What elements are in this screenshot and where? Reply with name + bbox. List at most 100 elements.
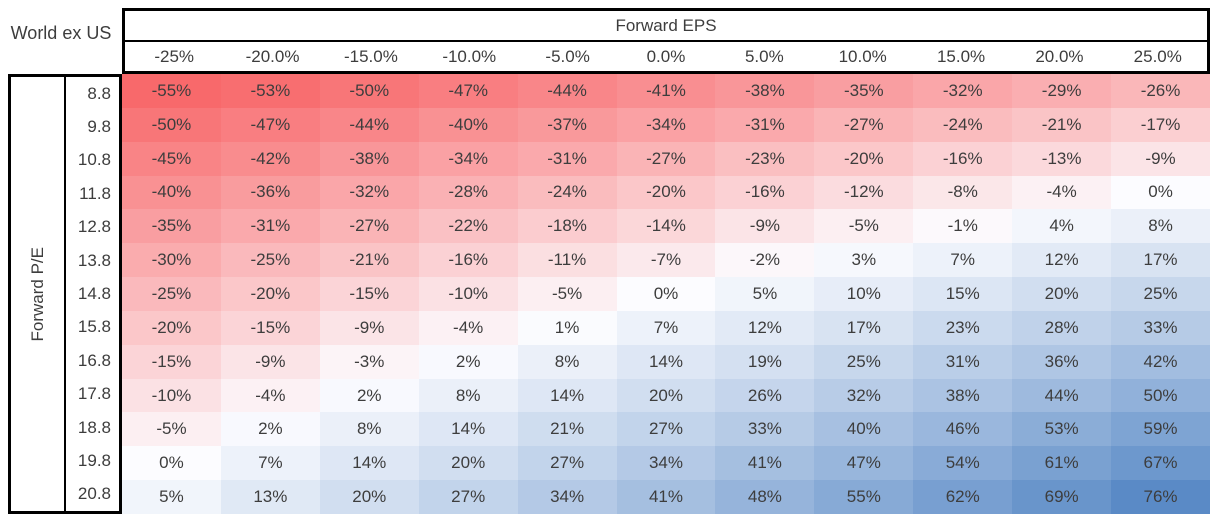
heatmap-cell-r11-c8[interactable]: 54% (913, 446, 1013, 481)
heatmap-cell-r9-c4[interactable]: 14% (517, 378, 617, 413)
heatmap-cell-r12-c3[interactable]: 27% (418, 480, 518, 514)
heatmap-cell-r5-c2[interactable]: -21% (319, 243, 419, 278)
heatmap-cell-r10-c10[interactable]: 59% (1111, 412, 1210, 447)
column-header-9[interactable]: 20.0% (1035, 46, 1084, 66)
heatmap-cell-r11-c3[interactable]: 20% (418, 446, 518, 481)
heatmap-cell-r6-c7[interactable]: 10% (814, 277, 914, 311)
heatmap-cell-r9-c7[interactable]: 32% (814, 378, 914, 413)
heatmap-cell-r11-c4[interactable]: 27% (517, 446, 617, 481)
heatmap-cell-r10-c7[interactable]: 40% (814, 412, 914, 447)
heatmap-cell-r5-c1[interactable]: -25% (220, 243, 320, 278)
heatmap-cell-r0-c6[interactable]: -38% (715, 74, 815, 108)
heatmap-cell-r9-c6[interactable]: 26% (715, 378, 815, 413)
heatmap-cell-r2-c10[interactable]: -9% (1111, 141, 1210, 176)
heatmap-cell-r3-c9[interactable]: -4% (1012, 175, 1112, 210)
heatmap-cell-r8-c7[interactable]: 25% (814, 344, 914, 379)
heatmap-cell-r1-c7[interactable]: -27% (814, 107, 914, 142)
column-header-6[interactable]: 5.0% (744, 46, 784, 66)
heatmap-cell-r0-c8[interactable]: -32% (913, 74, 1013, 108)
heatmap-cell-r11-c5[interactable]: 34% (616, 446, 716, 481)
heatmap-cell-r4-c1[interactable]: -31% (220, 209, 320, 244)
heatmap-cell-r8-c8[interactable]: 31% (913, 344, 1013, 379)
column-header-5[interactable]: 0.0% (646, 46, 686, 66)
heatmap-cell-r3-c5[interactable]: -20% (616, 175, 716, 210)
heatmap-cell-r12-c6[interactable]: 48% (715, 480, 815, 514)
heatmap-cell-r4-c6[interactable]: -9% (715, 209, 815, 244)
heatmap-cell-r2-c8[interactable]: -16% (913, 141, 1013, 176)
heatmap-cell-r0-c4[interactable]: -44% (517, 74, 617, 108)
heatmap-cell-r2-c4[interactable]: -31% (517, 141, 617, 176)
heatmap-cell-r11-c1[interactable]: 7% (220, 446, 320, 481)
heatmap-cell-r5-c7[interactable]: 3% (814, 243, 914, 278)
heatmap-cell-r2-c0[interactable]: -45% (122, 141, 221, 176)
heatmap-cell-r1-c10[interactable]: -17% (1111, 107, 1210, 142)
row-header-9[interactable]: 17.8 (77, 384, 111, 404)
heatmap-cell-r7-c3[interactable]: -4% (418, 310, 518, 345)
heatmap-cell-r11-c7[interactable]: 47% (814, 446, 914, 481)
row-header-11[interactable]: 19.8 (77, 450, 111, 470)
row-header-0[interactable]: 8.8 (87, 83, 111, 103)
heatmap-cell-r7-c8[interactable]: 23% (913, 310, 1013, 345)
heatmap-cell-r6-c3[interactable]: -10% (418, 277, 518, 311)
heatmap-cell-r8-c0[interactable]: -15% (122, 344, 221, 379)
heatmap-cell-r1-c6[interactable]: -31% (715, 107, 815, 142)
heatmap-cell-r10-c6[interactable]: 33% (715, 412, 815, 447)
column-header-1[interactable]: -20.0% (245, 46, 300, 66)
heatmap-cell-r7-c6[interactable]: 12% (715, 310, 815, 345)
column-header-3[interactable]: -10.0% (442, 46, 497, 66)
heatmap-cell-r3-c7[interactable]: -12% (814, 175, 914, 210)
heatmap-cell-r9-c2[interactable]: 2% (319, 378, 419, 413)
row-header-3[interactable]: 11.8 (79, 183, 111, 203)
heatmap-cell-r12-c4[interactable]: 34% (517, 480, 617, 514)
heatmap-cell-r8-c2[interactable]: -3% (319, 344, 419, 379)
heatmap-cell-r11-c0[interactable]: 0% (122, 446, 221, 481)
heatmap-cell-r8-c1[interactable]: -9% (220, 344, 320, 379)
heatmap-cell-r4-c7[interactable]: -5% (814, 209, 914, 244)
heatmap-cell-r12-c10[interactable]: 76% (1111, 480, 1210, 514)
heatmap-cell-r0-c2[interactable]: -50% (319, 74, 419, 108)
heatmap-cell-r3-c4[interactable]: -24% (517, 175, 617, 210)
heatmap-cell-r12-c1[interactable]: 13% (220, 480, 320, 514)
heatmap-cell-r5-c4[interactable]: -11% (517, 243, 617, 278)
heatmap-cell-r5-c5[interactable]: -7% (616, 243, 716, 278)
heatmap-cell-r2-c2[interactable]: -38% (319, 141, 419, 176)
heatmap-cell-r7-c4[interactable]: 1% (517, 310, 617, 345)
heatmap-cell-r2-c7[interactable]: -20% (814, 141, 914, 176)
heatmap-cell-r6-c9[interactable]: 20% (1012, 277, 1112, 311)
heatmap-cell-r6-c4[interactable]: -5% (517, 277, 617, 311)
row-header-6[interactable]: 14.8 (77, 284, 111, 304)
heatmap-cell-r5-c8[interactable]: 7% (913, 243, 1013, 278)
heatmap-cell-r8-c3[interactable]: 2% (418, 344, 518, 379)
heatmap-cell-r2-c6[interactable]: -23% (715, 141, 815, 176)
heatmap-cell-r5-c6[interactable]: -2% (715, 243, 815, 278)
heatmap-cell-r0-c1[interactable]: -53% (220, 74, 320, 108)
heatmap-cell-r4-c4[interactable]: -18% (517, 209, 617, 244)
heatmap-cell-r0-c10[interactable]: -26% (1111, 74, 1210, 108)
heatmap-cell-r1-c9[interactable]: -21% (1012, 107, 1112, 142)
heatmap-cell-r0-c0[interactable]: -55% (122, 74, 221, 108)
heatmap-cell-r0-c9[interactable]: -29% (1012, 74, 1112, 108)
heatmap-cell-r7-c7[interactable]: 17% (814, 310, 914, 345)
heatmap-cell-r2-c1[interactable]: -42% (220, 141, 320, 176)
row-header-1[interactable]: 9.8 (87, 117, 111, 137)
heatmap-cell-r6-c0[interactable]: -25% (122, 277, 221, 311)
heatmap-cell-r8-c4[interactable]: 8% (517, 344, 617, 379)
heatmap-cell-r6-c10[interactable]: 25% (1111, 277, 1210, 311)
heatmap-cell-r11-c10[interactable]: 67% (1111, 446, 1210, 481)
heatmap-cell-r12-c8[interactable]: 62% (913, 480, 1013, 514)
heatmap-cell-r1-c8[interactable]: -24% (913, 107, 1013, 142)
heatmap-cell-r7-c5[interactable]: 7% (616, 310, 716, 345)
heatmap-cell-r9-c8[interactable]: 38% (913, 378, 1013, 413)
heatmap-cell-r12-c2[interactable]: 20% (319, 480, 419, 514)
heatmap-cell-r9-c9[interactable]: 44% (1012, 378, 1112, 413)
heatmap-cell-r1-c5[interactable]: -34% (616, 107, 716, 142)
heatmap-cell-r4-c8[interactable]: -1% (913, 209, 1013, 244)
heatmap-cell-r11-c2[interactable]: 14% (319, 446, 419, 481)
heatmap-cell-r6-c2[interactable]: -15% (319, 277, 419, 311)
row-header-2[interactable]: 10.8 (77, 150, 111, 170)
heatmap-cell-r0-c3[interactable]: -47% (418, 74, 518, 108)
heatmap-cell-r1-c1[interactable]: -47% (220, 107, 320, 142)
column-header-7[interactable]: 10.0% (838, 46, 887, 66)
heatmap-cell-r7-c1[interactable]: -15% (220, 310, 320, 345)
row-header-7[interactable]: 15.8 (77, 317, 111, 337)
